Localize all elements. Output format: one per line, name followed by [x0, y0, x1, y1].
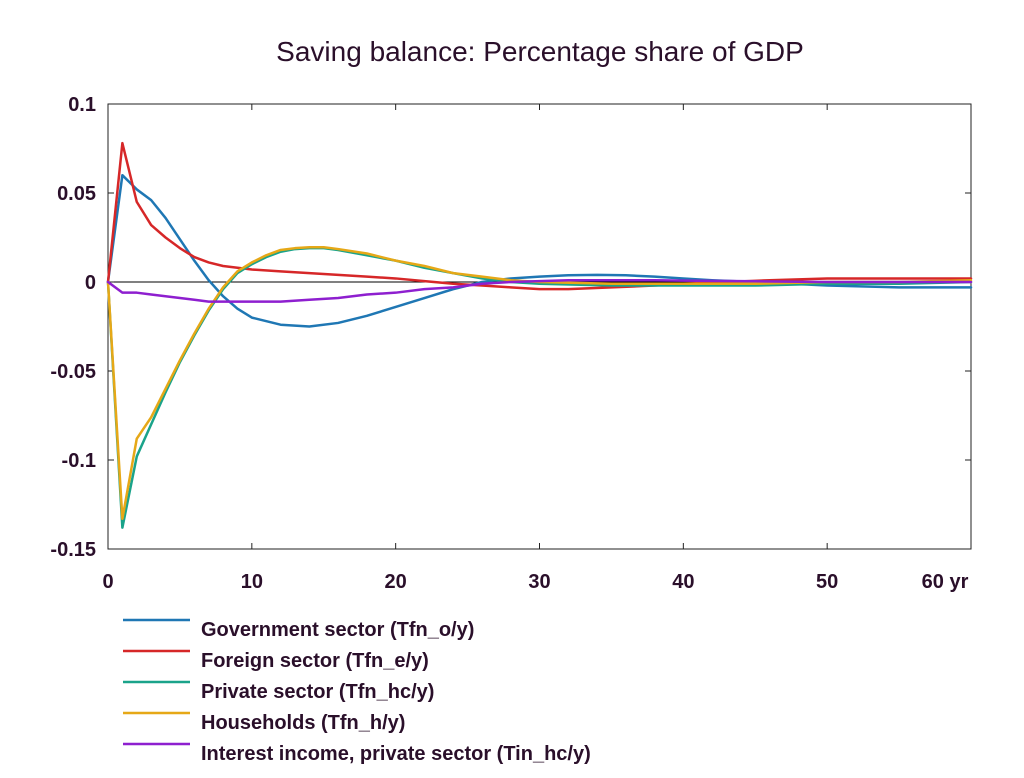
- x-tick-label: 60 yr: [922, 571, 969, 593]
- x-tick-label: 50: [816, 571, 838, 593]
- x-tick-label: 20: [385, 571, 407, 593]
- legend-label-4: Households (Tfn_h/y): [201, 712, 405, 734]
- series-line-5: [106, 278, 973, 303]
- x-tick-label: 40: [672, 571, 694, 593]
- y-tick-label: 0: [85, 272, 96, 294]
- legend-label-5: Interest income, private sector (Tin_hc/…: [201, 743, 591, 765]
- y-tick-label: -0.05: [50, 361, 96, 383]
- chart-title: Saving balance: Percentage share of GDP: [276, 36, 804, 67]
- legend-label-2: Foreign sector (Tfn_e/y): [201, 650, 429, 672]
- x-tick-label: 0: [102, 571, 113, 593]
- legend-label-3: Private sector (Tfn_hc/y): [201, 681, 434, 703]
- series-line-1: [106, 173, 973, 328]
- x-tick-label: 30: [528, 571, 550, 593]
- y-tick-label: 0.1: [68, 94, 96, 116]
- legend: Government sector (Tfn_o/y) Foreign secto…: [123, 618, 591, 765]
- plot-area: 0.1 0.05 0 -0.05 -0.1 -0.15 0 10 20 30 40 50 60 yr: [50, 94, 973, 593]
- y-tick-label: -0.1: [62, 450, 96, 472]
- x-tick-label: 10: [241, 571, 263, 593]
- series-line-4: [106, 246, 973, 520]
- y-tick-label: 0.05: [57, 183, 96, 205]
- legend-label-1: Government sector (Tfn_o/y): [201, 619, 474, 641]
- y-tick-label: -0.15: [50, 539, 96, 561]
